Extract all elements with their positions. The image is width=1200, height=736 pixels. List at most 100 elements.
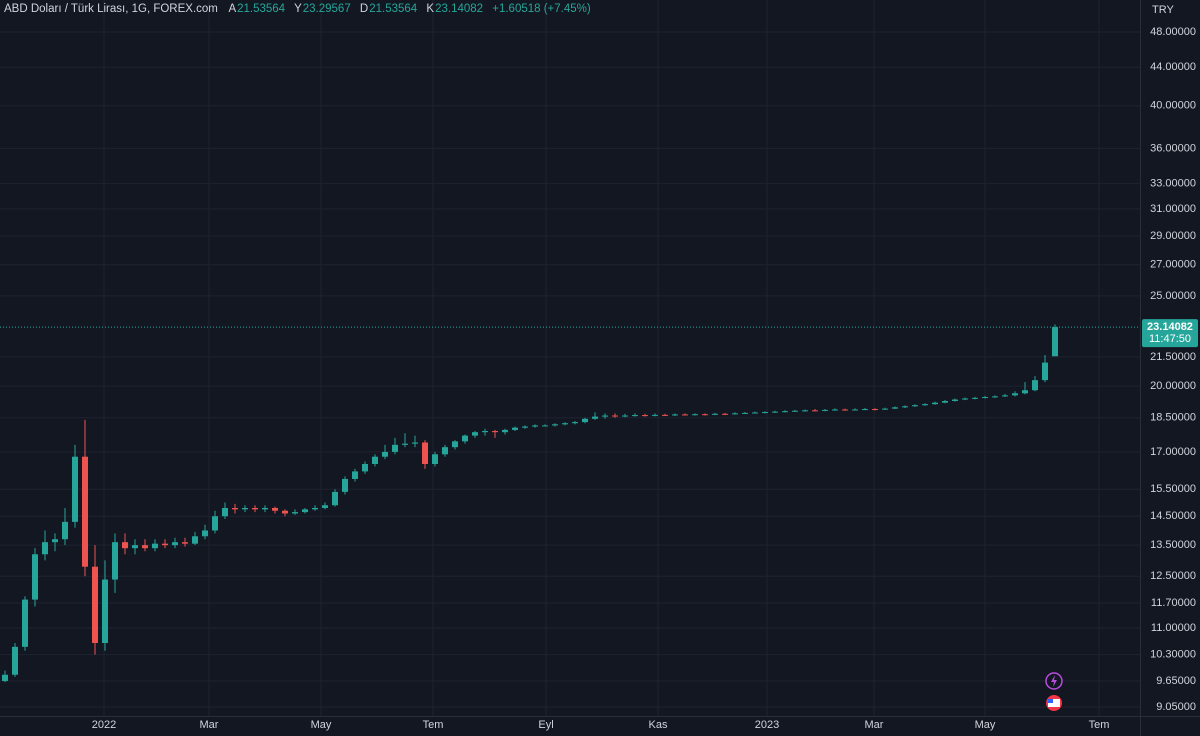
candle-body (682, 414, 688, 416)
y-tick-label: 13.50000 (1150, 539, 1196, 551)
candle-body (72, 456, 78, 522)
candle-body (832, 409, 838, 411)
candle-body (222, 507, 228, 517)
candle-body (752, 412, 758, 414)
x-tick-label: May (311, 719, 332, 731)
candle-body (732, 413, 738, 415)
candle-body (32, 554, 38, 600)
candle-body (1002, 395, 1008, 397)
candle-body (872, 409, 878, 411)
candle-body (772, 411, 778, 413)
candle-body (382, 451, 388, 457)
candle-body (602, 415, 608, 417)
candle-body (112, 542, 118, 580)
close-value: 23.14082 (435, 3, 484, 15)
candle-body (1012, 393, 1018, 396)
y-tick-label: 21.50000 (1150, 351, 1196, 363)
open-value: 21.53564 (237, 3, 286, 15)
x-tick-label: Tem (423, 719, 444, 731)
price-tag (1142, 319, 1198, 348)
candle-body (882, 408, 888, 410)
candle-body (1022, 390, 1028, 394)
y-tick-label: 36.00000 (1150, 142, 1196, 154)
low-key: D (359, 3, 369, 15)
candle-body (352, 471, 358, 479)
candle-body (12, 646, 18, 675)
candle-body (622, 415, 628, 417)
x-tick-label: Mar (865, 719, 884, 731)
candle-body (2, 674, 8, 681)
candle-body (82, 456, 88, 567)
y-tick-label: 33.00000 (1150, 177, 1196, 189)
candle-body (972, 397, 978, 399)
candle-body (822, 409, 828, 411)
candle-body (692, 414, 698, 416)
candle-body (422, 442, 428, 464)
candle-body (762, 412, 768, 414)
x-tick-label: 2023 (755, 719, 779, 731)
y-tick-label: 17.00000 (1150, 446, 1196, 458)
symbol-title[interactable]: ABD Doları / Türk Lirası, 1G, FOREX.com (4, 3, 218, 15)
candle-body (412, 442, 418, 444)
candle-body (582, 418, 588, 423)
price-tag-countdown: 11:47:50 (1149, 333, 1191, 345)
candle-body (332, 491, 338, 506)
y-tick-label: 12.50000 (1150, 570, 1196, 582)
candle-body (722, 413, 728, 415)
candle-body (632, 415, 638, 417)
candle-body (252, 507, 258, 510)
candle-body (132, 545, 138, 549)
candle-body (812, 410, 818, 412)
candle-body (792, 410, 798, 412)
candle-body (902, 406, 908, 408)
candle-body (472, 432, 478, 436)
candle-body (452, 441, 458, 448)
candle-body (92, 566, 98, 644)
currency-label: TRY (1152, 4, 1174, 16)
x-tick-label: Kas (649, 719, 668, 731)
candle-body (562, 423, 568, 425)
candle-body (852, 409, 858, 411)
candle-body (942, 400, 948, 403)
y-tick-label: 25.00000 (1150, 290, 1196, 302)
candle-body (212, 516, 218, 531)
candle-body (172, 542, 178, 546)
candle-body (462, 435, 468, 442)
candle-body (552, 424, 558, 426)
candle-body (962, 398, 968, 400)
candle-body (712, 413, 718, 415)
candle-body (612, 415, 618, 417)
y-tick-label: 44.00000 (1150, 61, 1196, 73)
candle-body (142, 545, 148, 549)
change-value: +1.60518 (+7.45%) (492, 3, 591, 15)
candle-body (642, 415, 648, 417)
y-tick-label: 9.65000 (1156, 675, 1196, 687)
high-value: 23.29567 (302, 3, 351, 15)
candle-body (922, 404, 928, 406)
y-tick-label: 48.00000 (1150, 26, 1196, 38)
candle-body (542, 425, 548, 427)
candle-body (572, 422, 578, 424)
candle-body (662, 414, 668, 416)
candle-body (842, 409, 848, 411)
y-tick-label: 9.05000 (1156, 701, 1196, 713)
candle-body (102, 579, 108, 644)
x-tick-label: May (975, 719, 996, 731)
close-key: K (426, 3, 435, 15)
candle-body (372, 456, 378, 464)
candle-body (272, 507, 278, 511)
candle-body (42, 542, 48, 555)
candle-body (182, 542, 188, 544)
candle-body (482, 431, 488, 433)
candle-body (522, 426, 528, 428)
event-icon-bolt (1051, 675, 1057, 687)
y-tick-label: 27.00000 (1150, 259, 1196, 271)
y-tick-label: 29.00000 (1150, 230, 1196, 242)
candle-body (532, 425, 538, 427)
candle-body (392, 444, 398, 452)
candle-body (122, 542, 128, 549)
candle-body (312, 507, 318, 510)
candle-body (22, 599, 28, 647)
